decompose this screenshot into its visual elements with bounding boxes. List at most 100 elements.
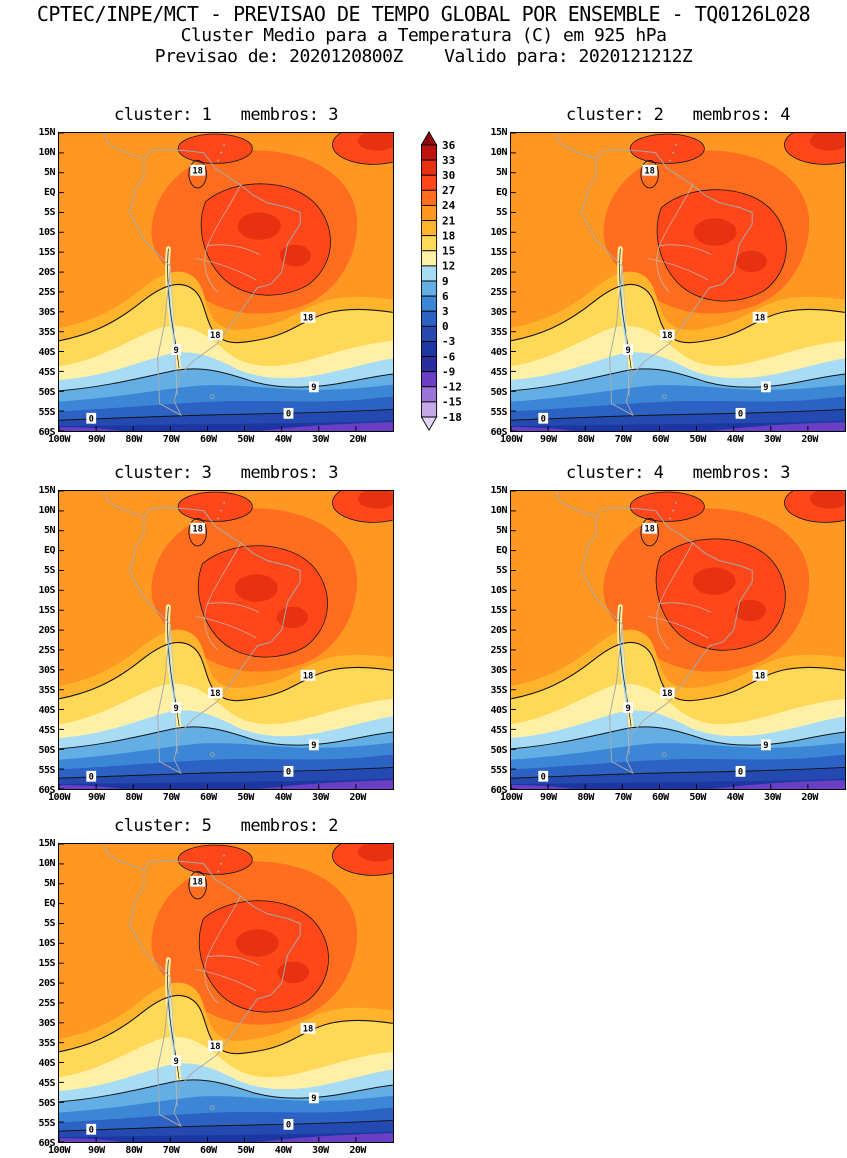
svg-text:33: 33	[442, 154, 455, 167]
lon-tick-label: 60W	[200, 434, 217, 445]
temperature-map: 18 18 18 9 9 0 0	[511, 133, 845, 431]
svg-text:18: 18	[210, 1042, 221, 1052]
panel-title: cluster: 2 membros: 4	[566, 105, 790, 125]
lon-tick-label: 30W	[764, 792, 781, 803]
lat-tick-label: 30S	[38, 307, 55, 318]
lat-tick-label: 25S	[38, 998, 55, 1009]
header: CPTEC/INPE/MCT - PREVISAO DE TEMPO GLOBA…	[0, 3, 847, 67]
lat-tick-label: 5N	[495, 525, 508, 536]
lat-tick-label: 50S	[38, 387, 55, 398]
lat-tick-label: 40S	[490, 705, 507, 716]
svg-text:0: 0	[738, 767, 743, 777]
svg-text:-18: -18	[442, 411, 462, 424]
lon-tick-label: 100W	[47, 434, 71, 445]
lon-tick-label: 80W	[125, 434, 142, 445]
lat-tick-label: 35S	[38, 685, 55, 696]
lat-tick-label: 20S	[490, 267, 507, 278]
svg-text:0: 0	[89, 414, 94, 424]
lon-tick-label: 90W	[540, 792, 557, 803]
svg-text:21: 21	[442, 214, 456, 227]
svg-text:9: 9	[311, 383, 316, 393]
lat-tick-label: 35S	[490, 327, 507, 338]
lon-tick-label: 30W	[312, 1145, 329, 1156]
lat-tick-label: 15S	[490, 605, 507, 616]
page-title: CPTEC/INPE/MCT - PREVISAO DE TEMPO GLOBA…	[36, 2, 811, 26]
lat-tick-label: 10N	[38, 858, 55, 869]
lon-tick-label: 60W	[652, 434, 669, 445]
lon-axis: 100W 90W 80W 70W 60W 50W 40W 30W 20W	[48, 1145, 395, 1158]
lat-tick-label: 25S	[490, 645, 507, 656]
lat-tick-label: 10S	[38, 227, 55, 238]
lon-tick-label: 40W	[726, 792, 744, 803]
svg-text:18: 18	[755, 671, 766, 681]
svg-text:9: 9	[174, 704, 179, 714]
lon-tick-label: 70W	[162, 1145, 180, 1156]
lon-tick-label: 60W	[652, 792, 669, 803]
lon-tick-label: 50W	[689, 792, 706, 803]
svg-text:0: 0	[286, 767, 291, 777]
svg-text:-3: -3	[442, 335, 455, 348]
lon-tick-label: 30W	[312, 434, 329, 445]
lat-tick-label: 25S	[38, 645, 55, 656]
lat-tick-label: 15N	[38, 838, 55, 849]
lat-tick-label: 20S	[38, 978, 55, 989]
cluster-panel: cluster: 5 membros: 2 18 18 18 9 9 0 0 15N 10N 5…	[38, 816, 394, 1156]
lat-tick-label: 15S	[38, 605, 55, 616]
lat-tick-label: 15S	[38, 958, 55, 969]
lon-tick-label: 80W	[125, 792, 142, 803]
svg-text:0: 0	[541, 772, 546, 782]
svg-text:18: 18	[755, 313, 766, 323]
cluster-panel: cluster: 3 membros: 3 18 18 18 9 9 0 0 15N 10N 5…	[38, 463, 394, 803]
lat-tick-label: 55S	[490, 407, 507, 418]
lat-tick-label: 10S	[490, 585, 507, 596]
lat-tick-label: 60S	[490, 785, 507, 796]
lat-tick-label: 55S	[38, 765, 55, 776]
svg-text:9: 9	[763, 383, 768, 393]
svg-text:15: 15	[442, 245, 455, 258]
lon-axis: 100W 90W 80W 70W 60W 50W 40W 30W 20W	[500, 792, 847, 805]
lat-tick-label: 30S	[38, 665, 55, 676]
lon-tick-label: 30W	[312, 792, 329, 803]
lat-tick-label: 5S	[495, 207, 508, 218]
svg-text:3: 3	[442, 305, 449, 318]
lon-tick-label: 40W	[274, 434, 292, 445]
lon-tick-label: 60W	[200, 792, 217, 803]
svg-text:9: 9	[174, 346, 179, 356]
lat-tick-label: 15S	[490, 247, 507, 258]
lat-tick-label: 20S	[490, 625, 507, 636]
lat-tick-label: 30S	[490, 665, 507, 676]
lat-tick-label: 25S	[38, 287, 55, 298]
lon-tick-label: 50W	[237, 434, 254, 445]
lon-tick-label: 80W	[125, 1145, 142, 1156]
lon-tick-label: 20W	[801, 434, 818, 445]
svg-text:18: 18	[303, 671, 314, 681]
lat-tick-label: 5S	[43, 918, 56, 929]
panel-title: cluster: 1 membros: 3	[114, 105, 338, 125]
lat-tick-label: 50S	[490, 387, 507, 398]
lat-tick-label: 15N	[490, 127, 507, 138]
lat-tick-label: 45S	[38, 367, 55, 378]
svg-text:0: 0	[541, 414, 546, 424]
lat-tick-label: 15N	[38, 485, 55, 496]
lat-tick-label: 60S	[490, 427, 507, 438]
svg-text:24: 24	[442, 199, 456, 212]
svg-text:0: 0	[286, 1120, 291, 1130]
svg-text:0: 0	[89, 1125, 94, 1135]
lat-tick-label: 10N	[38, 505, 55, 516]
panel-title: cluster: 4 membros: 3	[566, 463, 790, 483]
temperature-map: 18 18 18 9 9 0 0	[59, 133, 393, 431]
lat-tick-label: EQ	[43, 898, 56, 909]
svg-text:0: 0	[89, 772, 94, 782]
lon-axis: 100W 90W 80W 70W 60W 50W 40W 30W 20W	[48, 792, 395, 805]
lon-tick-label: 80W	[577, 792, 594, 803]
lat-tick-label: 50S	[490, 745, 507, 756]
lat-tick-label: 10S	[38, 585, 55, 596]
lat-tick-label: 60S	[38, 785, 55, 796]
page-subtitle: Cluster Medio para a Temperatura (C) em …	[180, 25, 667, 46]
svg-text:-12: -12	[442, 381, 462, 394]
lat-tick-label: 5S	[43, 565, 56, 576]
lon-tick-label: 90W	[88, 1145, 105, 1156]
cluster-panel: cluster: 2 membros: 4 18 18 18 9 9 0 0 15N 10N 5…	[490, 105, 846, 445]
lat-tick-label: 35S	[38, 327, 55, 338]
lat-tick-label: 55S	[38, 1118, 55, 1129]
